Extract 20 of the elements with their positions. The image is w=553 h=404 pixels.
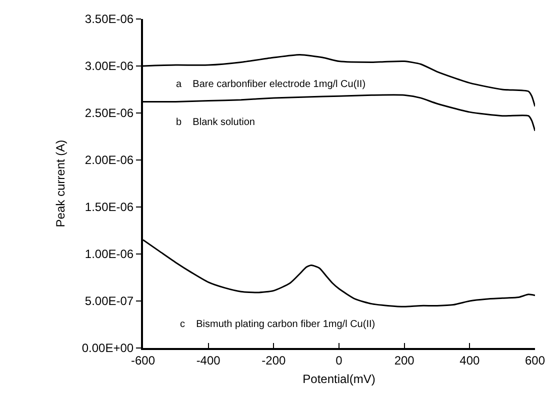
y-tick-label: 0.00E+00	[82, 341, 134, 356]
y-axis-title: Peak current (A)	[54, 140, 68, 228]
y-tick-label: 2.50E-06	[84, 106, 134, 120]
x-tick-label: 400	[460, 353, 480, 368]
x-tick-label: 0	[336, 353, 343, 368]
y-tick-label: 5.00E-07	[84, 294, 134, 308]
x-tick-label: 600	[524, 353, 546, 368]
x-axis-title: Potential(mV)	[302, 372, 376, 386]
y-tick-label: 3.50E-06	[84, 12, 134, 26]
annotation: b Blank solution	[176, 117, 255, 128]
y-tick-label: 1.00E-06	[84, 247, 134, 262]
y-tick-label: 1.50E-06	[84, 200, 134, 214]
y-tick-label: 2.00E-06	[84, 153, 134, 168]
annotation: c Bismuth plating carbon fiber 1mg/l Cu(II)	[180, 319, 376, 330]
x-tick-label: 200	[394, 353, 415, 368]
annotation: a Bare carbonfiber electrode 1mg/l Cu(II)	[176, 79, 366, 90]
x-tick-label: -600	[130, 353, 156, 368]
x-tick-label: -200	[262, 353, 286, 368]
x-tick-label: -400	[196, 353, 221, 368]
y-tick-label: 3.00E-06	[84, 59, 134, 74]
